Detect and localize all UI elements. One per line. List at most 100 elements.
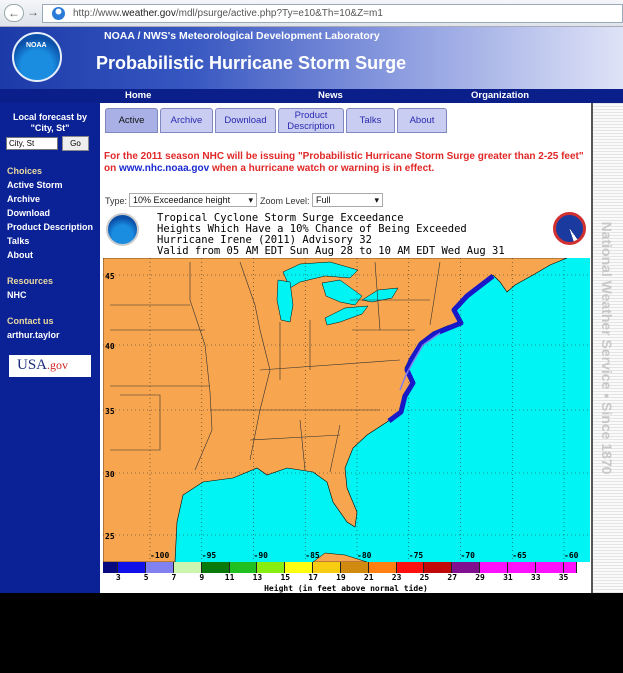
site-favicon-icon bbox=[52, 7, 65, 20]
color-scale-label: 13 bbox=[252, 573, 263, 582]
nws-logo bbox=[553, 212, 586, 245]
color-scale-swatch bbox=[535, 562, 564, 573]
color-scale-swatch bbox=[452, 562, 481, 573]
color-scale-label: 3 bbox=[115, 573, 121, 582]
lon-tick-label: -85 bbox=[305, 551, 320, 560]
tab-product-description[interactable]: Product Description bbox=[278, 108, 344, 133]
color-scale-label: 19 bbox=[336, 573, 346, 582]
color-scale-swatch bbox=[480, 562, 508, 573]
color-scale-label: 33 bbox=[530, 573, 541, 582]
lat-tick-label: 45 bbox=[105, 272, 115, 281]
url-prefix: http://www. bbox=[73, 8, 122, 19]
sidebar-item-talks[interactable]: Talks bbox=[7, 236, 30, 246]
color-scale-swatch bbox=[507, 562, 536, 573]
cuba bbox=[312, 552, 368, 562]
tab-active[interactable]: Active bbox=[105, 108, 158, 133]
go-button[interactable]: Go bbox=[62, 136, 89, 151]
lat-tick-label: 30 bbox=[105, 470, 115, 479]
tab-archive[interactable]: Archive bbox=[160, 108, 213, 133]
usagov-suffix: .gov bbox=[47, 358, 69, 372]
site-header bbox=[0, 27, 623, 89]
map-axis-ticks: -100 -95 -90 -85 -80 -75 -70 -65 -60 45 40 35 30 25 bbox=[105, 272, 579, 560]
color-scale-swatch bbox=[229, 562, 258, 573]
color-scale-swatch bbox=[146, 562, 174, 573]
state-borders bbox=[110, 261, 441, 473]
color-scale-label: 9 bbox=[199, 573, 205, 582]
color-scale-label: 15 bbox=[280, 573, 291, 582]
color-scale-swatch bbox=[368, 562, 397, 573]
notice-text-2: when a hurricane watch or warning is in … bbox=[209, 163, 435, 174]
page-title: Probabilistic Hurricane Storm Surge bbox=[96, 53, 407, 73]
tab-talks[interactable]: Talks bbox=[346, 108, 395, 133]
url-domain: weather.gov bbox=[121, 8, 176, 19]
color-scale-swatch bbox=[103, 562, 119, 573]
resources-heading: Resources bbox=[7, 276, 54, 286]
contact-link[interactable]: arthur.taylor bbox=[7, 330, 60, 340]
back-button[interactable]: ← bbox=[4, 4, 24, 22]
lon-tick-label: -90 bbox=[254, 551, 269, 560]
tab-download[interactable]: Download bbox=[215, 108, 276, 133]
map-grid bbox=[103, 258, 590, 562]
city-input[interactable] bbox=[6, 137, 58, 150]
product-title: Tropical Cyclone Storm Surge Exceedance H… bbox=[157, 213, 505, 257]
noaa-logo[interactable]: NOAA bbox=[12, 32, 62, 82]
sidebar-item-product-description[interactable]: Product Description bbox=[7, 222, 94, 232]
color-scale-swatch bbox=[118, 562, 147, 573]
sidebar-item-active-storm[interactable]: Active Storm bbox=[7, 180, 63, 190]
sidebar-item-archive[interactable]: Archive bbox=[7, 194, 41, 204]
color-scale-label: 5 bbox=[143, 573, 149, 582]
local-forecast-hint: "City, St" bbox=[30, 123, 70, 133]
zoom-level-select[interactable]: Full bbox=[312, 193, 383, 207]
local-forecast-label: Local forecast by bbox=[12, 112, 88, 122]
browser-toolbar: ← → http://www.weather.gov/mdl/psurge/ac… bbox=[0, 0, 623, 27]
color-scale-swatch bbox=[313, 562, 341, 573]
color-scale-label: 21 bbox=[363, 573, 374, 582]
color-scale-swatch bbox=[340, 562, 369, 573]
lon-tick-label: -70 bbox=[461, 551, 476, 560]
nav-news[interactable]: News bbox=[318, 90, 343, 101]
color-scale-label: 29 bbox=[475, 573, 485, 582]
type-value: 10% Exceedance height bbox=[133, 195, 231, 205]
lon-tick-label: -95 bbox=[202, 551, 217, 560]
zoom-value: Full bbox=[316, 195, 331, 205]
right-strip bbox=[591, 103, 623, 593]
forward-button[interactable]: → bbox=[27, 5, 39, 19]
great-lakes bbox=[276, 261, 399, 326]
color-scale-swatch bbox=[563, 562, 578, 573]
color-scale-label: 23 bbox=[391, 573, 402, 582]
lat-tick-label: 25 bbox=[105, 532, 115, 541]
storm-surge-band-inner bbox=[399, 332, 441, 391]
product-line-2: Heights Which Have a 10% Chance of Being… bbox=[157, 223, 467, 235]
sidebar-item-download[interactable]: Download bbox=[7, 208, 50, 218]
color-scale-bar bbox=[103, 562, 590, 573]
sidebar: Local forecast by "City, St" Choices Act… bbox=[0, 103, 100, 593]
usa-gov-logo[interactable]: USA.gov bbox=[9, 355, 91, 377]
nhc-link[interactable]: www.nhc.noaa.gov bbox=[119, 163, 210, 174]
product-line-3: Hurricane Irene (2011) Advisory 32 bbox=[157, 234, 372, 246]
type-select[interactable]: 10% Exceedance height bbox=[129, 193, 257, 207]
sidebar-item-nhc[interactable]: NHC bbox=[7, 290, 27, 300]
lon-tick-label: -60 bbox=[564, 551, 579, 560]
color-scale-label: 31 bbox=[503, 573, 513, 582]
color-scale-label: 11 bbox=[224, 573, 235, 582]
season-notice: For the 2011 season NHC will be issuing … bbox=[104, 151, 590, 175]
color-scale-swatch bbox=[396, 562, 425, 573]
lon-tick-label: -100 bbox=[150, 551, 169, 560]
noaa-product-logo bbox=[106, 213, 139, 246]
sidebar-item-about[interactable]: About bbox=[7, 250, 33, 260]
nav-organization[interactable]: Organization bbox=[471, 90, 530, 101]
lat-tick-label: 40 bbox=[105, 342, 115, 351]
color-scale-label: 25 bbox=[419, 573, 430, 582]
lab-name: NOAA / NWS's Meteorological Development … bbox=[104, 30, 380, 42]
product-line-1: Tropical Cyclone Storm Surge Exceedance bbox=[157, 212, 404, 224]
nav-home[interactable]: Home bbox=[125, 90, 152, 101]
storm-surge-band bbox=[387, 274, 495, 423]
lon-tick-label: -65 bbox=[512, 551, 527, 560]
color-scale-swatch bbox=[201, 562, 230, 573]
usagov-text: USA bbox=[17, 357, 48, 373]
address-bar[interactable]: http://www.weather.gov/mdl/psurge/active… bbox=[42, 4, 623, 23]
tab-about[interactable]: About bbox=[397, 108, 447, 133]
color-scale-swatch bbox=[424, 562, 453, 573]
color-scale-label: 7 bbox=[171, 573, 177, 582]
color-scale-swatch bbox=[173, 562, 202, 573]
